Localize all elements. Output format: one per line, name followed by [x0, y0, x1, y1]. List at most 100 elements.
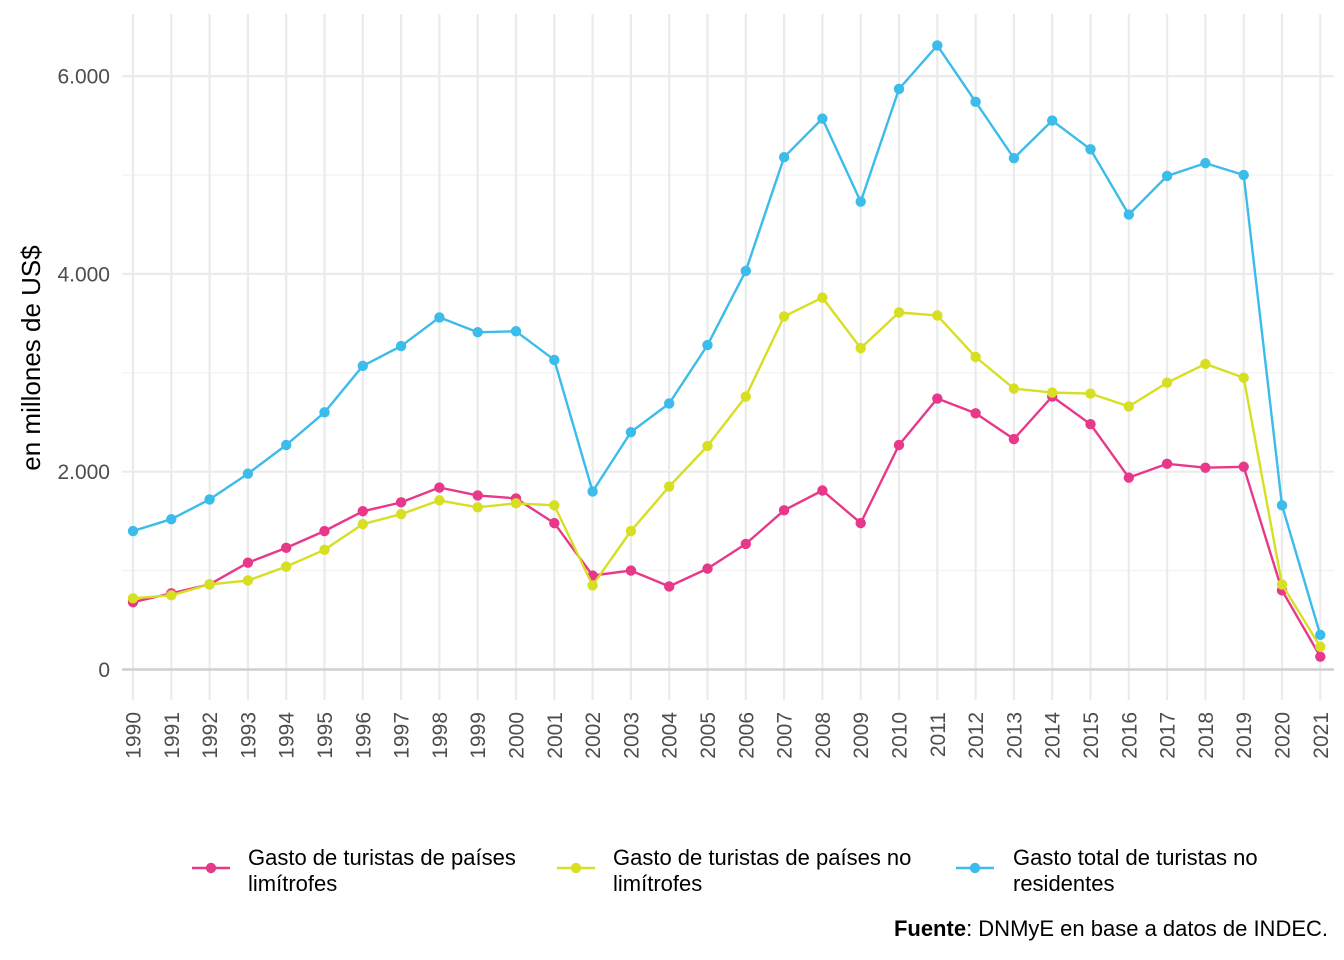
- x-tick-label: 2007: [774, 712, 797, 759]
- data-point: [664, 398, 675, 409]
- data-point: [395, 340, 407, 352]
- data-point: [893, 307, 905, 318]
- x-tick-label: 1995: [314, 712, 337, 759]
- x-tick-label: 2012: [965, 712, 988, 759]
- series-line: [132, 296, 1322, 648]
- data-point: [1315, 641, 1326, 652]
- legend-label-line: limítrofes: [248, 871, 337, 896]
- x-axis-tick-labels: 1990 1991 1992 1993 1994 1995 1996 1997 1998 1999…: [123, 712, 1333, 759]
- x-tick-label: 2006: [735, 712, 758, 759]
- data-point: [740, 391, 751, 402]
- x-tick-label: 2001: [544, 712, 567, 759]
- legend-key-point: [969, 862, 981, 874]
- series-gasto-de-turistas-de-pa-ses-no-lim-trofes: [127, 292, 1326, 652]
- x-tick-label: 2000: [506, 712, 529, 759]
- data-point: [817, 485, 828, 496]
- data-point: [127, 525, 139, 537]
- data-point: [1238, 169, 1249, 181]
- data-point: [855, 342, 866, 354]
- data-point: [970, 351, 981, 363]
- data-point: [510, 498, 522, 509]
- data-point: [1161, 458, 1173, 469]
- x-tick-label: 1997: [391, 712, 414, 759]
- data-point: [778, 311, 790, 322]
- caption-text: : DNMyE en base a datos de INDEC.: [966, 916, 1328, 941]
- data-point: [472, 327, 483, 338]
- data-point: [395, 509, 407, 520]
- data-point: [549, 517, 560, 529]
- data-point: [1123, 472, 1135, 483]
- data-point: [549, 500, 560, 511]
- data-point: [1085, 419, 1096, 430]
- x-tick-label: 2010: [889, 712, 912, 759]
- x-tick-label: 2002: [582, 712, 605, 759]
- data-point: [281, 542, 292, 554]
- x-tick-label: 1998: [429, 712, 452, 759]
- grid-lines: [122, 14, 1334, 700]
- data-point: [357, 518, 368, 530]
- data-point: [281, 439, 292, 451]
- series-group: [127, 40, 1326, 662]
- data-point: [1085, 388, 1096, 399]
- data-point: [1047, 115, 1058, 126]
- data-point: [242, 575, 254, 586]
- data-point: [702, 563, 713, 574]
- data-point: [472, 490, 483, 501]
- data-point: [242, 468, 254, 479]
- legend-label-line: Gasto total de turistas no: [1013, 845, 1258, 870]
- data-point: [204, 494, 215, 505]
- data-point: [357, 360, 368, 372]
- x-tick-label: 2003: [620, 712, 643, 759]
- data-point: [281, 561, 292, 572]
- x-tick-label: 2015: [1080, 712, 1103, 759]
- data-point: [893, 83, 905, 95]
- data-point: [625, 426, 637, 438]
- data-point: [740, 265, 751, 277]
- legend-label-line: limítrofes: [613, 871, 702, 896]
- y-tick-label: 4.000: [57, 263, 110, 286]
- x-tick-label: 1991: [161, 712, 184, 759]
- data-point: [1238, 461, 1249, 472]
- data-point: [1008, 383, 1020, 394]
- x-tick-label: 2018: [1195, 712, 1218, 759]
- data-point: [319, 525, 330, 537]
- data-point: [434, 495, 445, 506]
- x-tick-label: 1992: [199, 712, 222, 759]
- data-point: [932, 393, 943, 404]
- data-point: [166, 513, 177, 525]
- data-point: [625, 565, 637, 576]
- data-point: [702, 440, 713, 452]
- x-tick-label: 2009: [850, 712, 873, 759]
- data-point: [740, 538, 751, 550]
- series-gasto-total-de-turistas-no-residentes: [127, 40, 1326, 641]
- data-point: [1161, 377, 1173, 388]
- data-point: [664, 481, 675, 492]
- x-tick-label: 1994: [276, 712, 299, 759]
- data-point: [1123, 401, 1135, 412]
- legend: Gasto de turistas de paíseslimítrofesGas…: [192, 845, 1258, 896]
- data-point: [1008, 152, 1020, 164]
- data-point: [1200, 157, 1211, 169]
- data-point: [932, 310, 943, 321]
- data-point: [1008, 433, 1020, 445]
- x-tick-label: 1993: [237, 712, 260, 759]
- data-point: [242, 557, 254, 568]
- x-tick-label: 1990: [123, 712, 146, 759]
- x-tick-label: 2005: [697, 712, 720, 759]
- data-point: [549, 354, 560, 366]
- x-tick-label: 2017: [1157, 712, 1180, 759]
- legend-label-line: Gasto de turistas de países no: [613, 845, 911, 870]
- data-point: [932, 40, 943, 51]
- x-tick-label: 1996: [352, 712, 375, 759]
- x-tick-label: 2014: [1042, 712, 1065, 759]
- data-point: [970, 408, 981, 419]
- data-point: [1085, 144, 1096, 155]
- legend-label-line: Gasto de turistas de países: [248, 845, 516, 870]
- y-tick-label: 6.000: [57, 66, 110, 89]
- data-point: [1315, 651, 1326, 662]
- data-point: [970, 96, 981, 108]
- data-point: [817, 113, 828, 124]
- x-tick-label: 2016: [1118, 712, 1141, 759]
- data-point: [319, 544, 330, 556]
